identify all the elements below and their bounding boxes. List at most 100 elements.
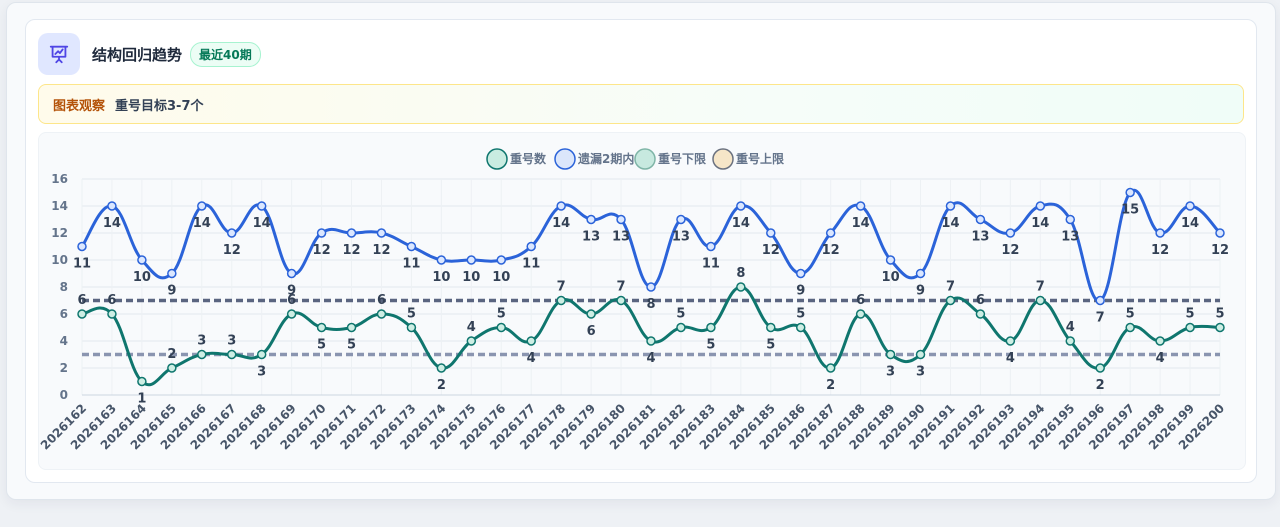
repeat-series-data-label: 5 xyxy=(796,307,805,322)
legend-label: 遗漏2期内 xyxy=(577,151,634,166)
miss2-series-point xyxy=(766,228,776,238)
miss2-series-point xyxy=(706,241,716,252)
repeat-series-point xyxy=(885,349,896,360)
repeat-series-point xyxy=(915,349,926,360)
miss2-series-data-label: 12 xyxy=(1001,243,1019,258)
legend-swatch xyxy=(486,148,508,170)
card-header: 结构回归趋势 最近40期 xyxy=(38,32,261,76)
miss2-series-data-label: 12 xyxy=(1151,243,1169,258)
repeat-series-data-label: 6 xyxy=(377,293,386,308)
miss2-series-point xyxy=(376,228,387,238)
miss2-series-point xyxy=(256,201,267,211)
repeat-series-point xyxy=(706,322,716,333)
miss2-series-data-label: 12 xyxy=(762,243,780,258)
miss2-series-point xyxy=(825,228,836,238)
miss2-series-point xyxy=(736,201,746,211)
repeat-series-point xyxy=(376,309,387,319)
miss2-series-point xyxy=(855,201,866,211)
repeat-series-data-label: 4 xyxy=(1066,320,1075,335)
miss2-series-point xyxy=(885,255,896,265)
page-panel: 结构回归趋势 最近40期 图表观察 重号目标3-7个 0 2 4 6 8 10 12 14 16… xyxy=(6,2,1276,500)
observation-label: 图表观察 xyxy=(53,98,106,114)
repeat-series-point xyxy=(646,336,656,346)
miss2-series-point xyxy=(945,201,956,211)
repeat-series-data-label: 4 xyxy=(1006,351,1015,366)
repeat-series-point xyxy=(107,309,117,319)
miss2-series-data-label: 11 xyxy=(402,257,420,272)
repeat-series-point xyxy=(496,322,507,333)
repeat-series-data-label: 3 xyxy=(257,365,266,380)
miss2-series-point xyxy=(975,214,986,225)
repeat-series-point xyxy=(436,363,447,373)
repeat-series-point xyxy=(1095,363,1105,373)
miss2-series-data-label: 7 xyxy=(1096,311,1105,326)
miss2-series-data-label: 14 xyxy=(852,216,870,231)
repeat-series-point xyxy=(766,322,776,333)
miss2-series-data-label: 12 xyxy=(342,243,360,258)
miss2-series-data-label: 13 xyxy=(612,230,630,245)
miss2-series-point xyxy=(286,268,297,279)
repeat-series-point xyxy=(825,363,836,373)
repeat-series-data-label: 2 xyxy=(826,378,835,393)
miss2-series-point xyxy=(436,255,447,265)
repeat-series-point xyxy=(137,376,147,387)
legend-swatch xyxy=(712,148,734,170)
repeat-series-point xyxy=(256,349,267,360)
miss2-series-point xyxy=(795,268,806,279)
repeat-series-data-label: 7 xyxy=(617,280,626,295)
miss2-series-data-label: 14 xyxy=(941,216,959,231)
legend-label: 重号数 xyxy=(510,151,547,166)
y-tick-label: 6 xyxy=(60,307,68,321)
period-badge: 最近40期 xyxy=(190,41,261,67)
y-tick-label: 4 xyxy=(60,334,68,348)
miss2-series-point xyxy=(167,268,177,279)
repeat-series-data-label: 2 xyxy=(1096,378,1105,393)
miss2-series-point xyxy=(406,241,417,252)
miss2-series-point xyxy=(466,255,477,265)
repeat-series-point xyxy=(1125,322,1135,333)
repeat-series-data-label: 2 xyxy=(167,347,176,362)
repeat-series-point xyxy=(1035,295,1046,306)
miss2-series-point xyxy=(556,201,566,211)
repeat-series-data-label: 5 xyxy=(317,338,326,353)
repeat-series-point xyxy=(1215,322,1225,333)
repeat-series-point xyxy=(346,322,357,333)
repeat-series-point xyxy=(795,322,806,333)
miss2-series-data-label: 11 xyxy=(702,257,720,272)
presentation-chart-glyph xyxy=(49,45,69,64)
repeat-series-data-label: 8 xyxy=(736,266,745,281)
legend-swatch xyxy=(634,148,656,170)
miss2-series-data-label: 9 xyxy=(167,284,176,299)
repeat-series-data-label: 6 xyxy=(976,293,985,308)
repeat-series-data-label: 3 xyxy=(916,365,925,380)
repeat-series-point xyxy=(167,363,177,373)
y-tick-label: 16 xyxy=(51,172,68,186)
y-tick-label: 10 xyxy=(51,253,68,267)
repeat-series-point xyxy=(1185,322,1195,333)
miss2-series-data-label: 14 xyxy=(1031,216,1049,231)
repeat-series-data-label: 5 xyxy=(497,307,506,322)
miss2-series-point xyxy=(526,241,536,252)
repeat-series-data-label: 4 xyxy=(646,351,655,366)
repeat-series-point xyxy=(77,309,87,319)
y-tick-label: 12 xyxy=(51,226,68,240)
repeat-series-data-label: 5 xyxy=(347,338,356,353)
miss2-series-data-label: 12 xyxy=(313,243,331,258)
repeat-series-point xyxy=(855,309,866,319)
miss2-series-point xyxy=(676,214,686,225)
repeat-series-data-label: 5 xyxy=(706,338,715,353)
miss2-series-data-label: 12 xyxy=(1211,243,1229,258)
miss2-series-data-label: 8 xyxy=(646,297,655,312)
legend-swatch xyxy=(554,148,576,170)
miss2-series-point xyxy=(1035,201,1046,211)
repeat-series-data-label: 7 xyxy=(946,280,955,295)
miss2-series-data-label: 10 xyxy=(882,270,900,285)
repeat-series-data-label: 3 xyxy=(886,365,895,380)
repeat-series-point xyxy=(526,336,536,346)
miss2-series-data-label: 14 xyxy=(732,216,750,231)
miss2-series-data-label: 14 xyxy=(253,216,271,231)
miss2-series-data-label: 13 xyxy=(672,230,690,245)
observation-banner: 图表观察 重号目标3-7个 xyxy=(38,84,1244,124)
repeat-series-point xyxy=(466,336,477,346)
miss2-series-point xyxy=(346,228,357,238)
